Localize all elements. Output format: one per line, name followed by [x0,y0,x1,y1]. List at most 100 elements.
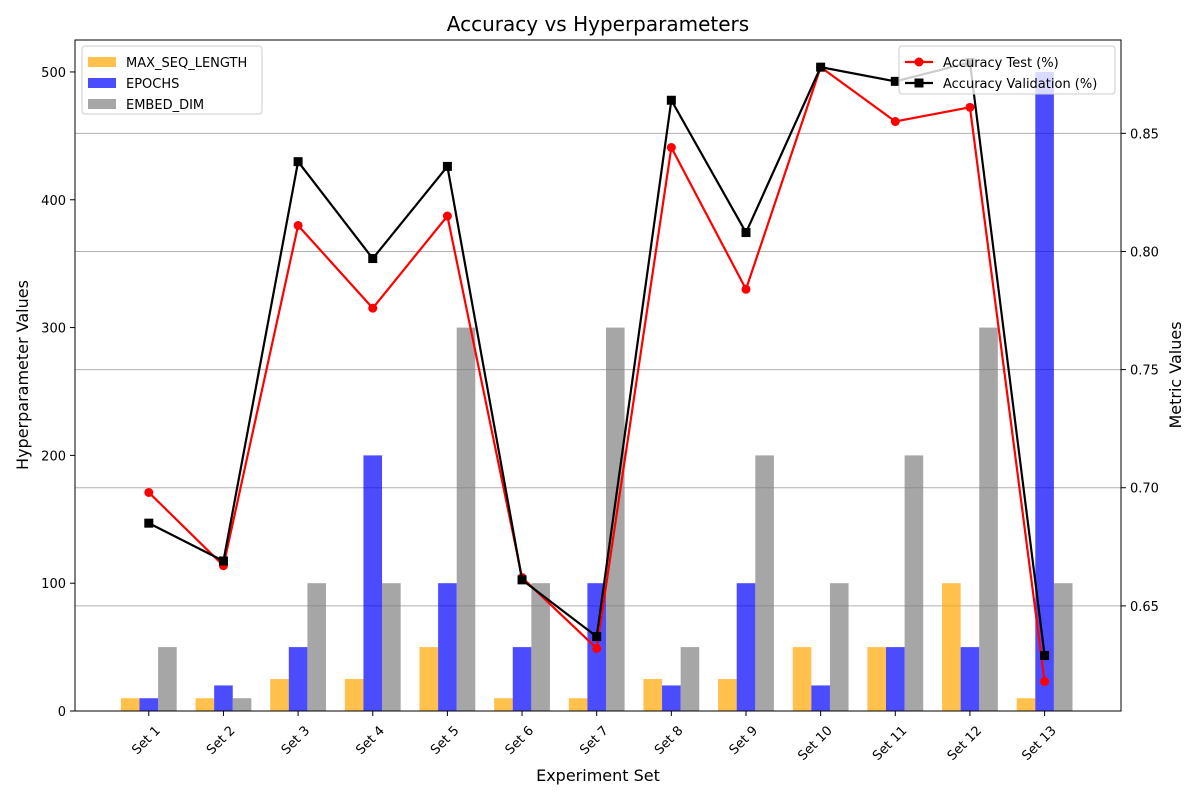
y-tick-label: 0 [58,705,66,720]
line-series [144,57,1050,686]
bar-embed-dim [755,455,774,711]
bar-max-seq-length [568,698,588,711]
legend-marker [914,78,924,88]
y-tick-label: 200 [41,449,66,464]
legend-swatch [88,78,116,88]
point-accuracy-validation- [1040,650,1050,660]
x-tick-label: Set 6 [503,723,537,757]
point-accuracy-test- [666,143,676,153]
bar-max-seq-length [718,679,737,711]
x-tick-label: Set 13 [1019,723,1059,763]
bar-epochs [886,647,905,711]
bar-embed-dim [829,583,849,711]
bar-embed-dim [531,583,550,711]
x-tick-label: Set 9 [727,723,761,757]
bar-epochs [512,647,532,711]
y-tick-label: 500 [41,66,66,81]
y2-tick-label: 0.70 [1130,482,1159,497]
y-tick-label: 400 [41,194,66,209]
point-accuracy-test- [442,211,452,221]
y2-tick-label: 0.85 [1130,127,1159,142]
point-accuracy-validation- [293,157,303,167]
bar-epochs [139,698,159,711]
point-accuracy-validation- [144,518,154,528]
bar-epochs [214,685,233,711]
point-accuracy-validation- [816,62,826,72]
x-tick-label: Set 10 [795,723,835,763]
bar-max-seq-length [270,679,289,711]
point-accuracy-validation- [890,76,900,86]
point-accuracy-test- [1040,676,1050,686]
point-accuracy-test- [592,643,602,653]
x-tick-label: Set 4 [353,723,387,757]
x-tick-label: Set 3 [279,723,313,757]
legend-box [81,45,263,115]
legend-marker [914,57,924,67]
point-accuracy-test- [293,220,303,230]
y-tick-label: 100 [41,577,66,592]
chart-title: Accuracy vs Hyperparameters [447,12,749,36]
legend-metrics: Accuracy Test (%) Accuracy Validation (%) [898,45,1116,95]
point-accuracy-validation- [592,632,602,642]
legend-label: Accuracy Validation (%) [943,77,1097,92]
plot-frame [74,39,1122,712]
bar-max-seq-length [195,698,215,711]
point-accuracy-validation- [666,95,676,105]
bar-embed-dim [232,698,252,711]
bar-max-seq-length [942,583,961,711]
y-axis-label: Hyperparameter Values [13,280,32,470]
bar-embed-dim [158,647,177,711]
bar-max-seq-length [494,698,513,711]
x-tick-label: Set 5 [428,723,462,757]
bar-embed-dim [904,455,924,711]
bar-max-seq-length [867,647,886,711]
bar-epochs [363,455,383,711]
bar-embed-dim [456,327,476,711]
bar-epochs [438,583,457,711]
point-accuracy-validation- [442,161,452,171]
x-tick-label: Set 2 [204,723,238,757]
bar-max-seq-length [792,647,812,711]
x-axis-label: Experiment Set [536,766,660,785]
x-tick-label: Set 8 [652,723,686,757]
x-tick-label: Set 1 [129,723,163,757]
y-axis-left: 0 100 200 300 400 500 [41,66,75,720]
point-accuracy-test- [144,487,154,497]
bar-max-seq-length [419,647,439,711]
bar-epochs [1035,71,1054,711]
point-accuracy-validation- [218,556,228,566]
legend-swatch [88,57,116,67]
point-accuracy-validation- [517,575,527,585]
legend-swatch [88,99,116,109]
bar-embed-dim [307,583,326,711]
x-tick-label: Set 11 [870,723,910,763]
bar-epochs [288,647,308,711]
bar-max-seq-length [120,698,140,711]
bars [120,71,1073,711]
legend-box [898,45,1116,95]
y2-axis-label: Metric Values [1166,321,1185,428]
y2-tick-label: 0.65 [1130,600,1159,615]
legend-label: EPOCHS [126,77,179,92]
legend-label: EMBED_DIM [126,98,204,113]
bar-max-seq-length [1016,698,1036,711]
point-accuracy-test- [965,102,975,112]
bar-max-seq-length [643,679,663,711]
point-accuracy-test- [368,303,378,313]
point-accuracy-test- [890,117,900,127]
bar-embed-dim [382,583,401,711]
y-axis-right: 0.65 0.70 0.75 0.80 0.85 [1121,127,1159,615]
bar-max-seq-length [344,679,364,711]
bar-epochs [662,685,681,711]
bar-epochs [736,583,756,711]
point-accuracy-validation- [368,254,378,264]
legend-label: Accuracy Test (%) [943,56,1059,71]
bar-epochs [811,685,830,711]
bar-embed-dim [680,647,700,711]
legend-hyperparameters: MAX_SEQ_LENGTH EPOCHS EMBED_DIM [81,45,263,115]
legend-label: MAX_SEQ_LENGTH [126,56,247,71]
x-axis: Set 1 Set 2 Set 3 Set 4 Set 5 Set 6 Set 7 Set 8… [129,711,1060,764]
bar-embed-dim [1053,583,1073,711]
bar-epochs [960,647,980,711]
